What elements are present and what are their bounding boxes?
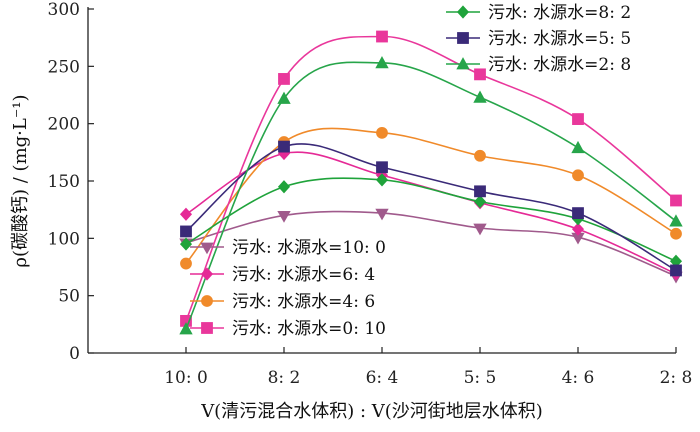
data-point xyxy=(473,195,487,209)
legend-marker xyxy=(200,242,214,255)
data-point xyxy=(571,140,585,154)
data-point xyxy=(376,30,388,43)
legend-entry: 污水: 水源水=0: 10 xyxy=(190,319,386,339)
x-ticks: 10: 0 8: 2 6: 4 5: 5 4: 6 2: 8 xyxy=(164,347,692,388)
data-point xyxy=(277,180,291,194)
series-4 xyxy=(180,30,682,327)
data-point xyxy=(670,194,682,207)
data-point xyxy=(179,237,193,251)
legend-label: 污水: 水源水=0: 10 xyxy=(232,319,386,339)
y-tick-label: 0 xyxy=(69,344,80,364)
legend-entry: 污水: 水源水=8: 2 xyxy=(446,3,631,23)
series-5 xyxy=(179,173,683,268)
data-point xyxy=(180,257,192,270)
data-point xyxy=(375,56,389,69)
legend-entry: 污水: 水源水=10: 0 xyxy=(190,238,386,258)
legend-entry: 污水: 水源水=4: 6 xyxy=(190,292,375,312)
data-point xyxy=(179,207,193,221)
y-tick-label: 300 xyxy=(48,0,80,20)
data-point xyxy=(277,91,291,104)
y-tick-label: 250 xyxy=(48,57,80,77)
data-point xyxy=(180,225,192,238)
data-point xyxy=(474,185,486,198)
legend-marker xyxy=(457,32,469,44)
data-point xyxy=(376,161,388,174)
data-point xyxy=(375,208,389,221)
series-layer xyxy=(179,30,683,335)
x-tick-label: 10: 0 xyxy=(164,368,208,388)
data-point xyxy=(473,90,487,103)
legend-marker xyxy=(456,5,470,19)
legends: 污水: 水源水=8: 2污水: 水源水=5: 5污水: 水源水=2: 8污水: … xyxy=(190,3,631,339)
y-ticks: 0 50 100 150 200 250 300 xyxy=(48,0,94,364)
series-line xyxy=(185,35,677,322)
series-6 xyxy=(180,140,682,277)
legend-label: 污水: 水源水=10: 0 xyxy=(232,238,386,258)
data-point xyxy=(376,126,388,139)
series-line xyxy=(185,177,677,263)
y-tick-label: 200 xyxy=(48,115,80,135)
series-line xyxy=(185,210,677,277)
x-axis-title: V(清污混合水体积) : V(沙河街地层水体积) xyxy=(200,401,543,422)
legend-entry: 污水: 水源水=2: 8 xyxy=(446,55,631,75)
legend-label: 污水: 水源水=5: 5 xyxy=(488,29,631,49)
data-point xyxy=(669,214,683,227)
data-point xyxy=(278,140,290,153)
data-point xyxy=(278,73,290,85)
series-line xyxy=(185,143,677,272)
legend-marker xyxy=(456,57,470,70)
legend-label: 污水: 水源水=6: 4 xyxy=(232,265,375,285)
legend-marker xyxy=(201,322,213,334)
data-point xyxy=(179,322,193,335)
x-tick-label: 6: 4 xyxy=(366,368,399,388)
data-point xyxy=(571,222,585,236)
legend-label: 污水: 水源水=2: 8 xyxy=(488,55,631,75)
legend-top-right: 污水: 水源水=8: 2 污水: 水源水=5: 5 污水: 水源水=2: 8 xyxy=(446,3,631,75)
x-tick-label: 4: 6 xyxy=(562,368,595,388)
data-point xyxy=(474,149,486,162)
y-tick-label: 100 xyxy=(48,229,80,249)
series-line xyxy=(185,61,677,330)
legend-entry: 污水: 水源水=5: 5 xyxy=(446,29,631,49)
data-point xyxy=(670,264,682,277)
legend-label: 污水: 水源水=8: 2 xyxy=(488,3,631,23)
legend-marker xyxy=(201,295,213,307)
x-tick-label: 5: 5 xyxy=(464,368,497,388)
legend-bottom-left: 污水: 水源水=10: 0 污水: 水源水=6: 4 污水: 水源水=4: 6 污水:… xyxy=(190,238,386,339)
x-tick-label: 2: 8 xyxy=(660,368,693,388)
y-tick-label: 50 xyxy=(58,287,80,307)
series-7 xyxy=(179,56,683,335)
data-point xyxy=(670,227,682,240)
data-point xyxy=(473,223,487,236)
legend-label: 污水: 水源水=4: 6 xyxy=(232,292,375,312)
data-point xyxy=(572,169,584,182)
series-line xyxy=(185,127,677,265)
data-point xyxy=(277,210,291,223)
x-tick-label: 8: 2 xyxy=(268,368,301,388)
data-point xyxy=(572,113,584,125)
data-point xyxy=(375,173,389,187)
data-point xyxy=(474,68,486,81)
data-point xyxy=(572,207,584,220)
legend-marker xyxy=(200,267,214,281)
legend-entry: 污水: 水源水=6: 4 xyxy=(190,265,375,285)
y-axis-title: ρ(碳酸钙) / (mg·L⁻¹) xyxy=(10,94,31,267)
y-tick-label: 150 xyxy=(48,172,80,192)
